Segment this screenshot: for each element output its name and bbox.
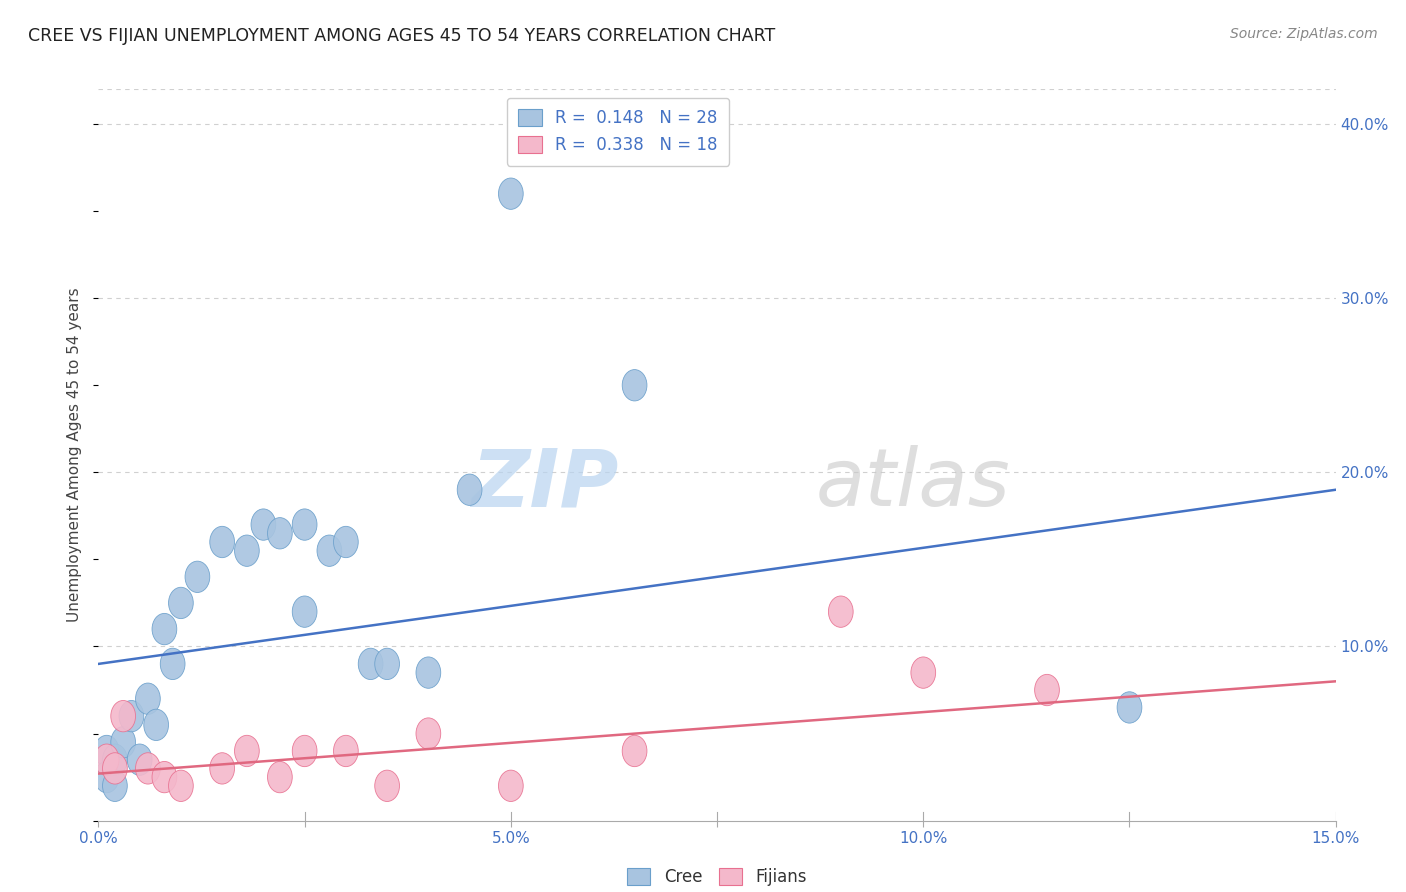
Ellipse shape — [160, 648, 186, 680]
Ellipse shape — [152, 614, 177, 645]
Ellipse shape — [252, 509, 276, 541]
Ellipse shape — [111, 727, 135, 758]
Text: Source: ZipAtlas.com: Source: ZipAtlas.com — [1230, 27, 1378, 41]
Ellipse shape — [186, 561, 209, 592]
Ellipse shape — [292, 596, 316, 627]
Ellipse shape — [103, 744, 128, 775]
Ellipse shape — [375, 770, 399, 802]
Ellipse shape — [103, 770, 128, 802]
Ellipse shape — [169, 770, 193, 802]
Ellipse shape — [316, 535, 342, 566]
Ellipse shape — [135, 753, 160, 784]
Ellipse shape — [143, 709, 169, 740]
Ellipse shape — [828, 596, 853, 627]
Ellipse shape — [235, 535, 259, 566]
Ellipse shape — [416, 657, 440, 689]
Ellipse shape — [416, 718, 440, 749]
Ellipse shape — [128, 744, 152, 775]
Ellipse shape — [103, 753, 128, 784]
Ellipse shape — [135, 683, 160, 714]
Y-axis label: Unemployment Among Ages 45 to 54 years: Unemployment Among Ages 45 to 54 years — [67, 287, 83, 623]
Ellipse shape — [499, 178, 523, 210]
Ellipse shape — [94, 762, 120, 793]
Ellipse shape — [292, 509, 316, 541]
Ellipse shape — [375, 648, 399, 680]
Ellipse shape — [333, 526, 359, 558]
Ellipse shape — [111, 700, 135, 731]
Ellipse shape — [292, 735, 316, 766]
Ellipse shape — [1118, 692, 1142, 723]
Ellipse shape — [94, 735, 120, 766]
Text: CREE VS FIJIAN UNEMPLOYMENT AMONG AGES 45 TO 54 YEARS CORRELATION CHART: CREE VS FIJIAN UNEMPLOYMENT AMONG AGES 4… — [28, 27, 775, 45]
Ellipse shape — [457, 474, 482, 506]
Ellipse shape — [267, 517, 292, 549]
Text: ZIP: ZIP — [471, 445, 619, 524]
Ellipse shape — [94, 744, 120, 775]
Ellipse shape — [209, 526, 235, 558]
Ellipse shape — [120, 700, 143, 731]
Legend: Cree, Fijians: Cree, Fijians — [620, 862, 814, 892]
Ellipse shape — [209, 753, 235, 784]
Ellipse shape — [623, 369, 647, 401]
Ellipse shape — [1035, 674, 1059, 706]
Ellipse shape — [623, 735, 647, 766]
Ellipse shape — [333, 735, 359, 766]
Ellipse shape — [267, 762, 292, 793]
Ellipse shape — [499, 770, 523, 802]
Text: atlas: atlas — [815, 445, 1011, 524]
Ellipse shape — [359, 648, 382, 680]
Ellipse shape — [235, 735, 259, 766]
Ellipse shape — [911, 657, 935, 689]
Ellipse shape — [169, 587, 193, 619]
Ellipse shape — [152, 762, 177, 793]
